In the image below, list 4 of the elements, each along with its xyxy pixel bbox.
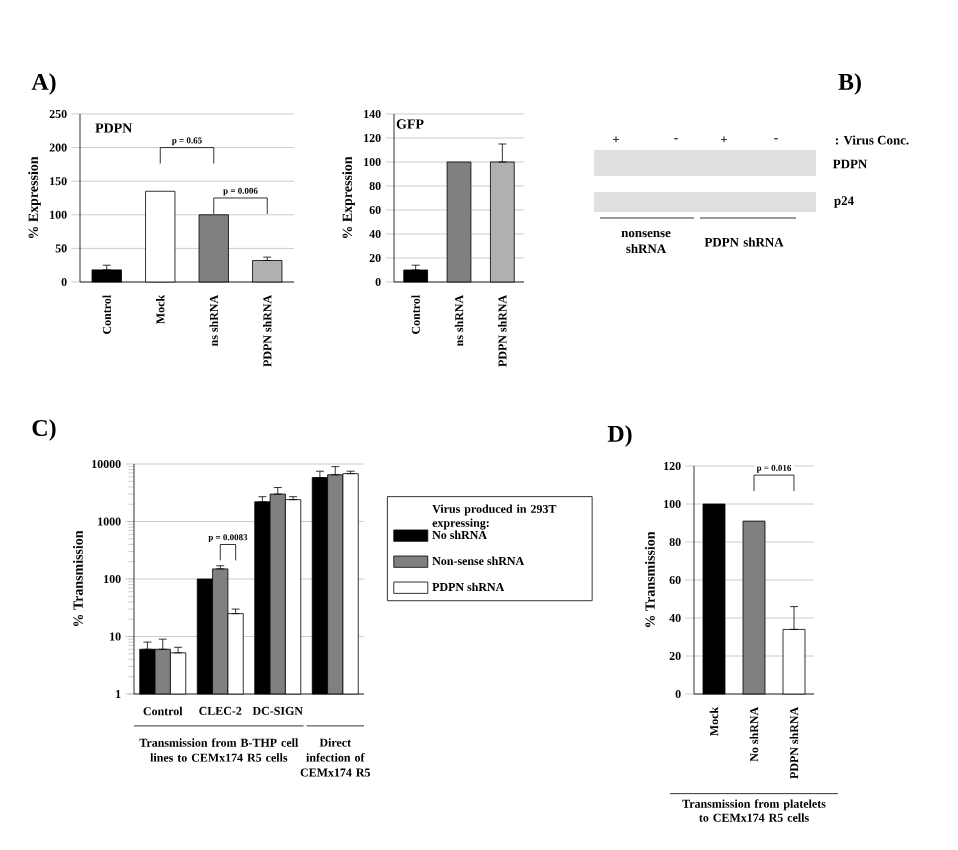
chart-title: D) — [607, 425, 632, 447]
chart-title: C) — [32, 419, 56, 441]
text: B) — [838, 73, 861, 95]
chart-title: A) — [31, 73, 56, 95]
